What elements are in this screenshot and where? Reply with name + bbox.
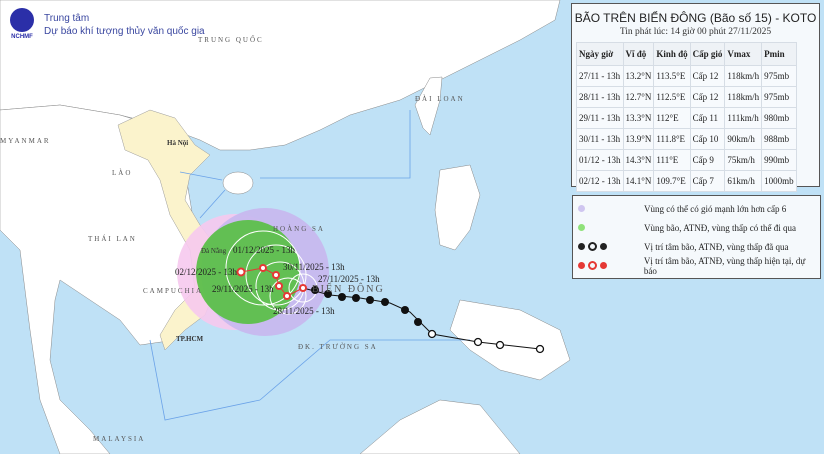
forecast-point <box>299 284 307 292</box>
track-label: 01/12/2025 - 13h <box>233 245 295 255</box>
purple-dot-icon <box>578 205 585 212</box>
table-cell: Cấp 11 <box>690 108 725 128</box>
forecast-table: Ngày giờ Vĩ độ Kinh độ Cấp gió Vmax Pmin 27/1… <box>576 42 797 192</box>
table-cell: Cấp 9 <box>690 150 725 170</box>
label-thailand: THÁI LAN <box>88 235 137 243</box>
bulletin-issued: Tin phát lúc: 14 giờ 00 phút 27/11/2025 <box>619 27 772 37</box>
land-borneo <box>359 399 521 454</box>
column-header: Pmin <box>762 43 796 65</box>
table-cell: Cấp 10 <box>690 129 725 149</box>
track-label: 28/11/2025 - 13h <box>273 306 335 316</box>
table-cell: 975mb <box>762 87 796 107</box>
land-vietnam <box>117 109 216 351</box>
column-header: Cấp gió <box>690 43 725 65</box>
label-cambodia: CAMPUCHIA <box>143 287 203 295</box>
table-cell: 14.1°N <box>623 171 654 191</box>
table-row: 02/12 - 13h 14.1°N 109.7°E Cấp 7 61km/h 1000m… <box>577 171 796 191</box>
bulletin-panel: BÃO TRÊN BIỂN ĐÔNG (Bão số 15) - KOTO Ti… <box>571 3 820 192</box>
table-cell: Cấp 7 <box>690 171 725 191</box>
forecast-point <box>283 292 291 300</box>
table-cell: 61km/h <box>725 171 762 191</box>
track-label: 02/12/2025 - 13h <box>175 267 237 277</box>
green-dot-icon <box>578 224 585 231</box>
table-cell: 990mb <box>762 150 796 170</box>
track-label: 29/11/2025 - 13h <box>212 284 274 294</box>
table-cell: 111°E <box>654 150 690 170</box>
label-hoangsa: HOÀNG SA <box>273 225 325 233</box>
table-cell: Cấp 12 <box>690 66 725 86</box>
column-header: Vĩ độ <box>623 43 654 65</box>
column-header: Kinh độ <box>654 43 690 65</box>
label-myanmar: MYANMAR <box>0 137 51 145</box>
forecast-point <box>236 267 246 277</box>
legend-item: Vị trí tâm bão, ATNĐ, vùng thấp đã qua <box>573 238 820 255</box>
legend-item: Vùng có thể có gió mạnh lớn hơn cấp 6 <box>573 200 820 217</box>
table-cell: 14.3°N <box>623 150 654 170</box>
table-cell: 90km/h <box>725 129 762 149</box>
track-label: 27/11/2025 - 13h <box>318 274 380 284</box>
table-cell: 111.8°E <box>654 129 690 149</box>
label-truongsa: ĐK. TRƯỜNG SA <box>298 343 378 351</box>
forecast-point <box>272 271 280 279</box>
header: NCHMF Trung tâm Dự báo khí tượng thủy vă… <box>8 8 205 44</box>
table-cell: 118km/h <box>725 87 762 107</box>
past-track-line <box>302 287 541 350</box>
label-china: TRUNG QUỐC <box>198 36 264 44</box>
land-taiwan <box>414 76 443 136</box>
table-cell: Cấp 12 <box>690 87 725 107</box>
table-cell: 13.9°N <box>623 129 654 149</box>
table-cell: 02/12 - 13h <box>577 171 623 191</box>
table-cell: 28/11 - 13h <box>577 87 623 107</box>
label-biendong: BIỂN ĐÔNG <box>312 282 385 295</box>
legend-item: Vị trí tâm bão, ATNĐ, vùng thấp hiện tại… <box>573 256 820 276</box>
table-cell: 13.2°N <box>623 66 654 86</box>
label-laos: LÀO <box>112 169 132 177</box>
label-malaysia: MALAYSIA <box>93 435 145 443</box>
table-cell: 12.7°N <box>623 87 654 107</box>
table-cell: 30/11 - 13h <box>577 129 623 149</box>
storm-zone <box>196 220 300 324</box>
table-cell: 29/11 - 13h <box>577 108 623 128</box>
table-row: 28/11 - 13h 12.7°N 112.5°E Cấp 12 118km/h 975… <box>577 87 796 107</box>
table-row: 27/11 - 13h 13.2°N 113.5°E Cấp 12 118km/h 975… <box>577 66 796 86</box>
red-storm-symbols-icon <box>573 261 620 270</box>
land-hainan <box>222 171 254 195</box>
table-cell: 112.5°E <box>654 87 690 107</box>
table-cell: 27/11 - 13h <box>577 66 623 86</box>
nchmf-logo: NCHMF <box>8 8 36 44</box>
table-row: 01/12 - 13h 14.3°N 111°E Cấp 9 75km/h 990mb <box>577 150 796 170</box>
label-taiwan: ĐÀI LOAN <box>415 95 465 103</box>
table-cell: 118km/h <box>725 66 762 86</box>
table-cell: 975mb <box>762 66 796 86</box>
forecast-point <box>259 264 267 272</box>
land-philippines <box>434 164 571 381</box>
organization-name: Trung tâm Dự báo khí tượng thủy văn quốc… <box>44 13 205 37</box>
table-cell: 111km/h <box>725 108 762 128</box>
table-cell: 113.5°E <box>654 66 690 86</box>
black-storm-symbols-icon <box>573 242 620 251</box>
table-cell: 13.3°N <box>623 108 654 128</box>
column-header: Vmax <box>725 43 762 65</box>
table-row: 30/11 - 13h 13.9°N 111.8°E Cấp 10 90km/h 988m… <box>577 129 796 149</box>
table-row: 29/11 - 13h 13.3°N 112°E Cấp 11 111km/h 980mb <box>577 108 796 128</box>
table-cell: 75km/h <box>725 150 762 170</box>
table-cell: 1000mb <box>762 171 796 191</box>
track-label: 30/11/2025 - 13h <box>283 262 345 272</box>
legend: Vùng có thể có gió mạnh lớn hơn cấp 6 Vù… <box>572 195 821 279</box>
table-cell: 988mb <box>762 129 796 149</box>
column-header: Ngày giờ <box>577 43 623 65</box>
label-hcm: TP.HCM <box>176 335 204 343</box>
table-cell: 112°E <box>654 108 690 128</box>
table-cell: 01/12 - 13h <box>577 150 623 170</box>
label-danang: Đà Nẵng <box>201 247 227 255</box>
forecast-point <box>275 282 283 290</box>
table-cell: 980mb <box>762 108 796 128</box>
legend-item: Vùng bão, ATNĐ, vùng thấp có thể đi qua <box>573 219 820 236</box>
label-hanoi: Hà Nội <box>167 139 188 147</box>
bulletin-title: BÃO TRÊN BIỂN ĐÔNG (Bão số 15) - KOTO <box>574 11 817 25</box>
table-cell: 109.7°E <box>654 171 690 191</box>
